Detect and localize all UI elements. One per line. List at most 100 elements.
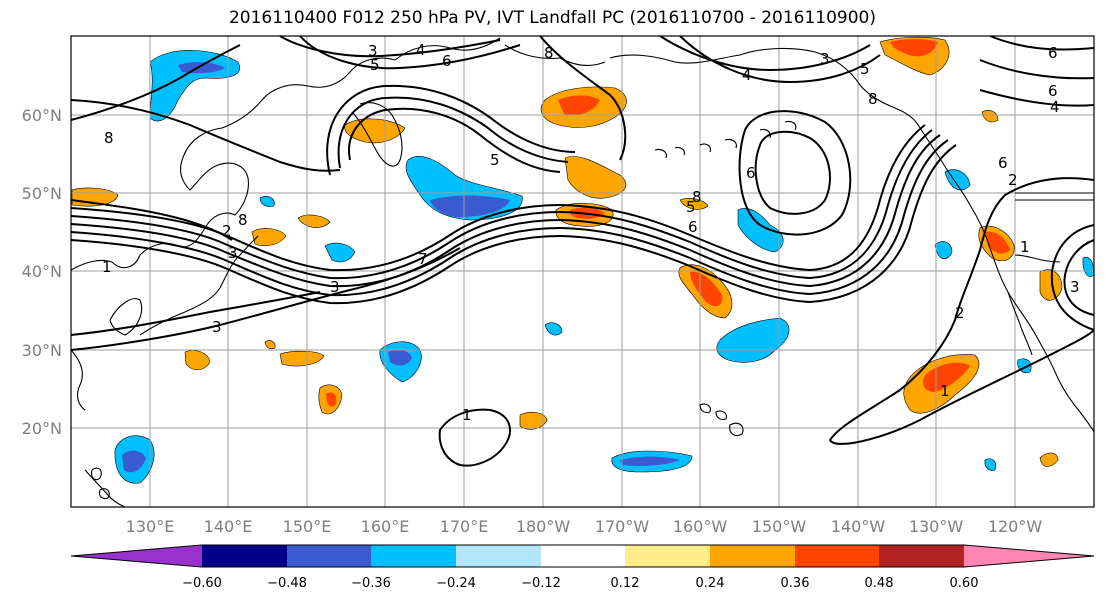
colorbar-swatch-3 bbox=[371, 545, 456, 567]
pv-contour bbox=[70, 291, 321, 336]
contour-label: 7 bbox=[418, 250, 428, 268]
colorbar-tick: −0.12 bbox=[521, 576, 561, 591]
pv-contour bbox=[989, 35, 1095, 51]
colorbar-swatch-6 bbox=[625, 545, 710, 567]
pv-contour bbox=[70, 99, 341, 172]
pv-contour bbox=[70, 199, 233, 241]
lat-label: 40°N bbox=[22, 262, 62, 281]
pv-contour bbox=[70, 129, 933, 280]
lon-label: 120°W bbox=[988, 517, 1043, 536]
colorbar-swatch-5 bbox=[541, 545, 625, 567]
neg-patch bbox=[544, 322, 563, 336]
contour-label: 1 bbox=[940, 382, 950, 400]
contour-label: 2 bbox=[222, 222, 232, 240]
neg-patch bbox=[620, 456, 680, 466]
pos-patch bbox=[1039, 269, 1063, 301]
neg-patch bbox=[737, 208, 784, 253]
pos-patch bbox=[1039, 452, 1059, 467]
contour-label: 4 bbox=[416, 41, 426, 59]
colorbar-swatch-9 bbox=[879, 545, 964, 567]
contour-label: 3 bbox=[228, 244, 238, 262]
contour-label: 3 bbox=[820, 50, 830, 68]
colorbar-swatch-8 bbox=[795, 545, 879, 567]
colorbar-swatch-2 bbox=[287, 545, 371, 567]
lon-label: 130°E bbox=[126, 517, 175, 536]
contour-label: 5 bbox=[370, 56, 380, 74]
pos-patch bbox=[564, 156, 627, 199]
chart-title: 2016110400 F012 250 hPa PV, IVT Landfall… bbox=[228, 8, 876, 28]
colorbar-swatch-7 bbox=[710, 545, 795, 567]
contour-label: 8 bbox=[544, 44, 554, 62]
contour-label: 5 bbox=[686, 198, 696, 216]
pos-patch bbox=[279, 350, 325, 367]
neg-patch bbox=[388, 350, 412, 366]
contour-label: 3 bbox=[212, 318, 222, 336]
contour-label: 5 bbox=[490, 151, 500, 169]
pos-patch bbox=[558, 95, 600, 116]
contour-label: 5 bbox=[860, 60, 870, 78]
contour-label: 8 bbox=[238, 211, 248, 229]
pv-shading-layer bbox=[71, 36, 1095, 484]
pv-contour bbox=[679, 35, 881, 84]
colorbar-tick: −0.60 bbox=[182, 576, 222, 591]
pos-patch bbox=[184, 350, 211, 371]
pos-patch bbox=[251, 228, 287, 247]
coastline-china bbox=[70, 349, 126, 508]
pv-contour bbox=[326, 84, 576, 176]
contour-label: 4 bbox=[742, 66, 752, 84]
pv-contour bbox=[70, 134, 941, 288]
pos-patch bbox=[326, 392, 337, 407]
lon-label: 170°W bbox=[595, 517, 650, 536]
contour-label: 8 bbox=[868, 90, 878, 108]
colorbar-tick: −0.24 bbox=[436, 576, 476, 591]
colorbar-swatch-4 bbox=[456, 545, 541, 567]
negative-anomalies bbox=[114, 50, 1095, 484]
contour-label: 3 bbox=[1070, 278, 1080, 296]
pv-contour bbox=[1050, 224, 1095, 331]
pv-contour bbox=[337, 96, 569, 169]
pv-contour bbox=[70, 44, 241, 121]
colorbar-tick: 0.12 bbox=[611, 576, 640, 591]
coastline-baja bbox=[1007, 291, 1033, 356]
coastlines bbox=[70, 37, 1095, 508]
colorbar-swatch-1 bbox=[202, 545, 287, 567]
pv-contour bbox=[70, 247, 461, 351]
contour-label: 2 bbox=[955, 304, 965, 322]
pv-contour bbox=[279, 35, 501, 58]
colorbar-tick: −0.36 bbox=[351, 576, 391, 591]
lon-label: 170°E bbox=[440, 517, 489, 536]
map-frame bbox=[70, 35, 1095, 508]
colorbar-tick: 0.48 bbox=[865, 576, 894, 591]
neg-patch bbox=[984, 458, 997, 471]
pv-contour bbox=[828, 177, 1095, 445]
colorbar-tick: 0.36 bbox=[781, 576, 810, 591]
pv-contour bbox=[539, 35, 627, 161]
lon-label: 140°W bbox=[831, 517, 886, 536]
neg-patch bbox=[934, 241, 953, 259]
pv-contour bbox=[70, 124, 926, 272]
pos-patch bbox=[264, 340, 276, 350]
contour-label: 3 bbox=[368, 42, 378, 60]
contour-label: 6 bbox=[998, 154, 1008, 172]
colorbar-tick: 0.24 bbox=[696, 576, 725, 591]
contour-label: 8 bbox=[692, 188, 702, 206]
pos-patch bbox=[981, 110, 999, 123]
pv-contour bbox=[738, 110, 852, 236]
colorbar-tick: −0.48 bbox=[267, 576, 307, 591]
neg-patch bbox=[430, 195, 510, 218]
colorbar: −0.60 −0.48 −0.36 −0.24 −0.12 0.12 0.24 … bbox=[70, 544, 1095, 591]
lon-label: 150°E bbox=[283, 517, 332, 536]
colorbar-tick: 0.60 bbox=[950, 576, 979, 591]
contour-label: 6 bbox=[1048, 44, 1058, 62]
lon-label: 160°E bbox=[361, 517, 410, 536]
lat-axis: 60°N 50°N 40°N 30°N 20°N bbox=[22, 106, 62, 438]
pv-contour bbox=[70, 144, 957, 305]
lon-label: 140°E bbox=[204, 517, 253, 536]
coastline-philippines bbox=[91, 467, 110, 500]
pos-patch bbox=[679, 198, 709, 210]
coastline-hawaii bbox=[699, 403, 744, 437]
lon-label: 150°W bbox=[752, 517, 807, 536]
state-border bbox=[1014, 192, 1094, 263]
coastline-aleutians bbox=[654, 120, 797, 159]
